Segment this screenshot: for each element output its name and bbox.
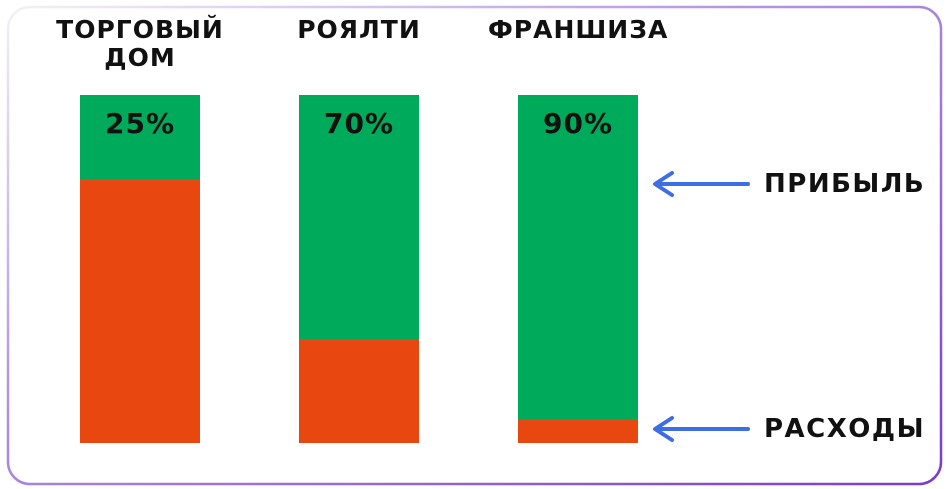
bar-column-franshiza: ФРАНШИЗА 90%: [488, 0, 667, 443]
profit-segment: 25%: [80, 95, 200, 179]
profit-segment: 70%: [299, 95, 419, 339]
value-label: 90%: [542, 107, 614, 140]
profit-annotation: ПРИБЫЛЬ: [650, 166, 925, 202]
left-arrow-icon: [653, 416, 750, 442]
bar: 70%: [299, 95, 419, 443]
value-label: 25%: [104, 107, 176, 140]
category-label: РОЯЛТИ: [297, 15, 421, 44]
expenses-segment: [299, 338, 419, 443]
expenses-segment: [80, 178, 200, 443]
bar: 90%: [518, 95, 638, 443]
annotation-label: ПРИБЫЛЬ: [764, 169, 926, 199]
left-arrow-icon: [653, 171, 750, 197]
expenses-annotation: РАСХОДЫ: [650, 411, 925, 447]
bar: 25%: [80, 95, 200, 443]
profit-segment: 90%: [518, 95, 638, 419]
category-label: ТОРГОВЫЙ ДОМ: [56, 15, 224, 72]
bar-column-royalti: РОЯЛТИ 70%: [297, 0, 420, 443]
expenses-segment: [518, 418, 638, 443]
annotation-label: РАСХОДЫ: [764, 414, 926, 444]
value-label: 70%: [323, 107, 395, 140]
category-label: ФРАНШИЗА: [488, 15, 669, 44]
bar-column-torgovy-dom: ТОРГОВЫЙ ДОМ 25%: [56, 0, 223, 443]
